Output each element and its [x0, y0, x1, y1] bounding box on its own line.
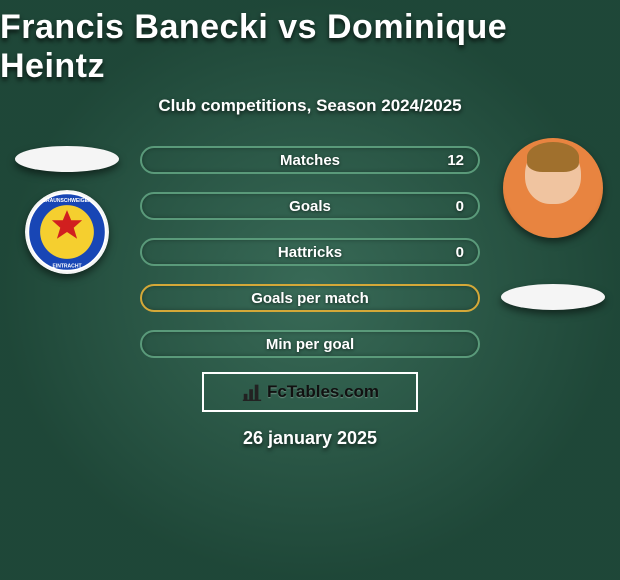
- stat-right-value: 12: [447, 152, 464, 169]
- bar-chart-icon: [241, 381, 263, 403]
- stat-row-matches: Matches 12: [140, 146, 480, 174]
- stat-row-goals-per-match: Goals per match: [140, 284, 480, 312]
- infographic-content: Francis Banecki vs Dominique Heintz Club…: [0, 0, 620, 580]
- club-logo-left: BRAUNSCHWEIGER EINTRACHT: [25, 190, 109, 274]
- player-left-column: BRAUNSCHWEIGER EINTRACHT: [12, 146, 122, 358]
- stat-label: Goals: [289, 198, 331, 215]
- eintracht-braunschweig-logo-icon: BRAUNSCHWEIGER EINTRACHT: [25, 190, 109, 274]
- page-title: Francis Banecki vs Dominique Heintz: [0, 8, 620, 86]
- stat-right-value: 0: [456, 198, 464, 215]
- stat-label: Min per goal: [266, 336, 354, 353]
- player-left-name-oval: [15, 146, 119, 172]
- main-layout: BRAUNSCHWEIGER EINTRACHT Matches 12 Goal…: [0, 146, 620, 358]
- player-right-column: [498, 146, 608, 358]
- svg-text:BRAUNSCHWEIGER: BRAUNSCHWEIGER: [42, 198, 92, 204]
- branding-text: FcTables.com: [267, 382, 379, 402]
- stat-right-value: 0: [456, 244, 464, 261]
- player-right-avatar: [503, 138, 603, 238]
- stat-label: Matches: [280, 152, 340, 169]
- stat-row-hattricks: Hattricks 0: [140, 238, 480, 266]
- player-right-name-oval: [501, 284, 605, 310]
- date-label: 26 january 2025: [243, 428, 377, 449]
- stat-row-min-per-goal: Min per goal: [140, 330, 480, 358]
- stat-label: Goals per match: [251, 290, 369, 307]
- svg-text:EINTRACHT: EINTRACHT: [52, 263, 82, 269]
- stats-column: Matches 12 Goals 0 Hattricks 0 Goals per…: [140, 146, 480, 358]
- stat-row-goals: Goals 0: [140, 192, 480, 220]
- branding-box: FcTables.com: [202, 372, 418, 412]
- page-subtitle: Club competitions, Season 2024/2025: [158, 96, 461, 116]
- stat-label: Hattricks: [278, 244, 342, 261]
